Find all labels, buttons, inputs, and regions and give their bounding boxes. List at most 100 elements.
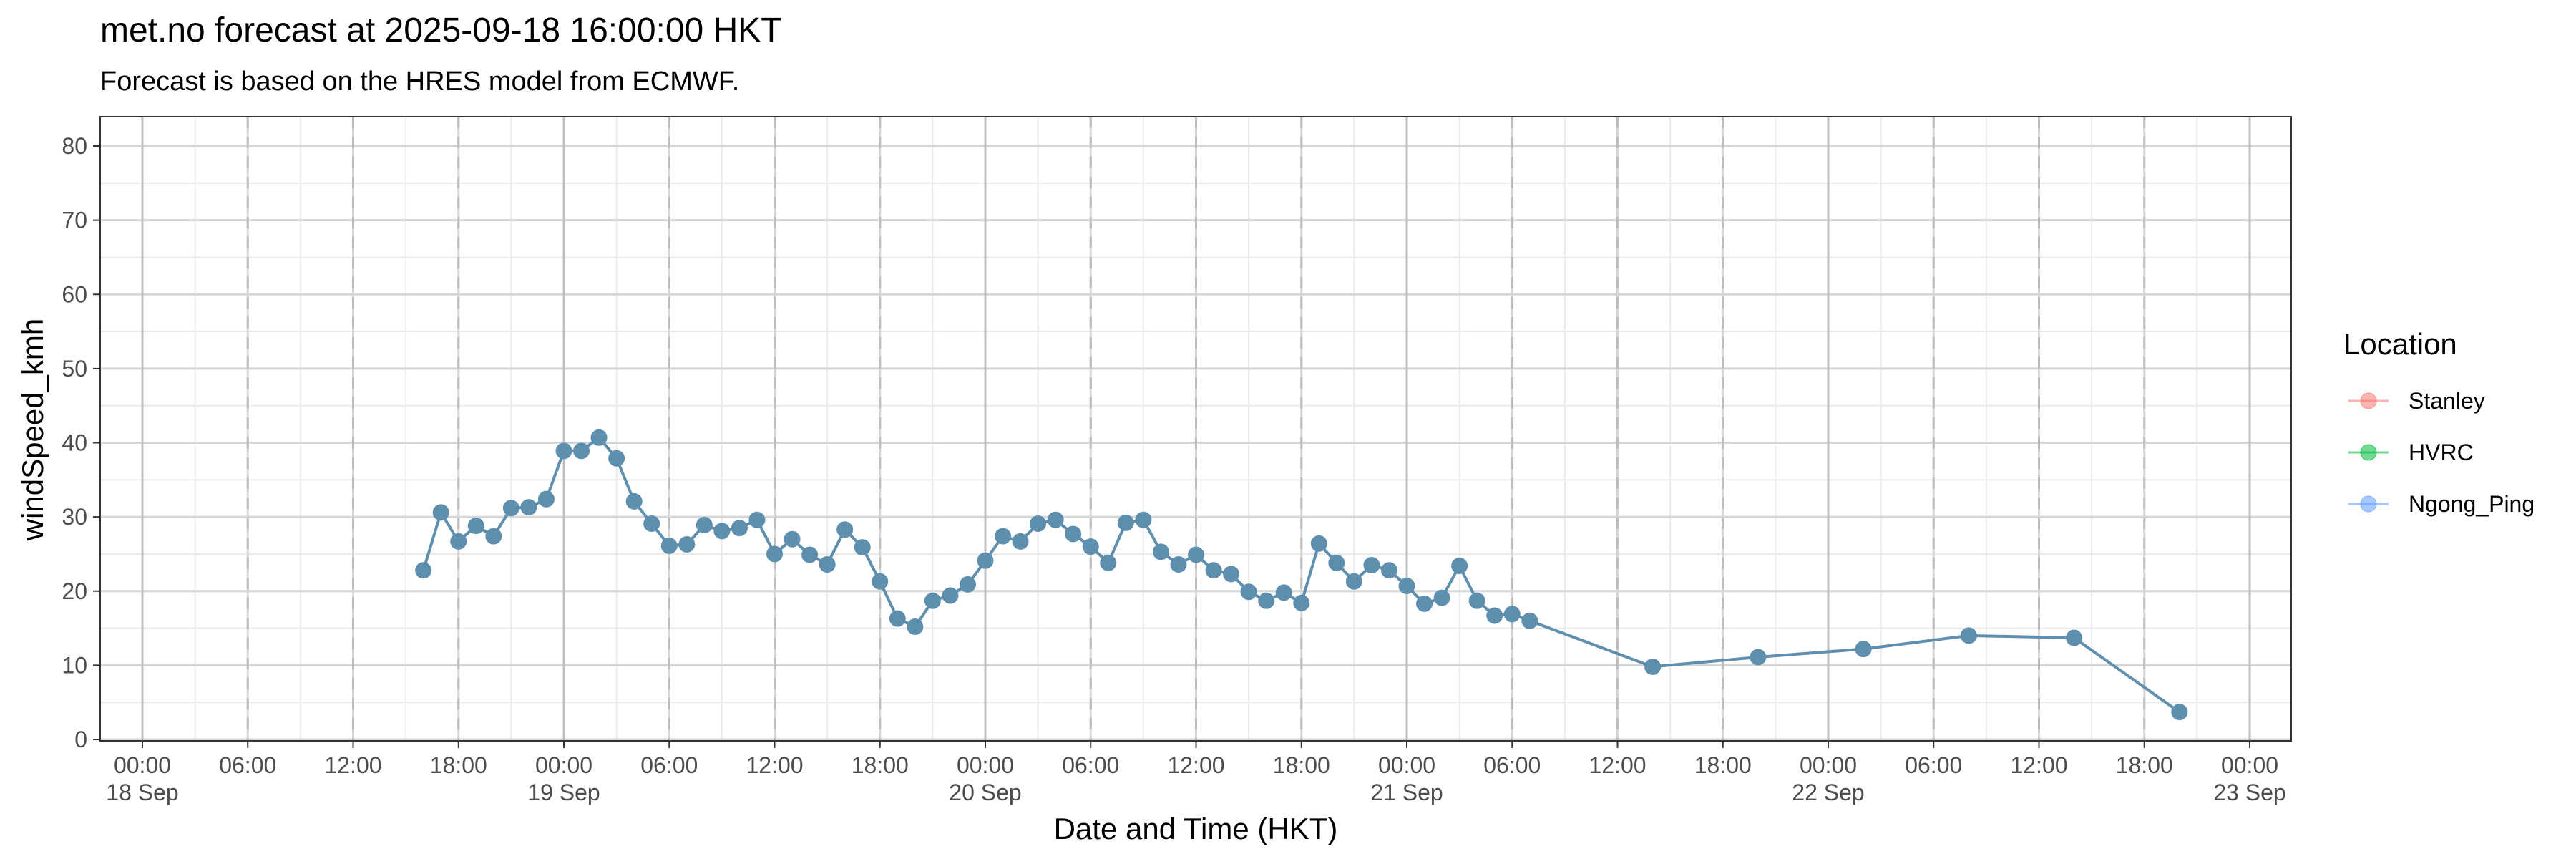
data-point bbox=[748, 511, 766, 528]
data-point bbox=[678, 535, 696, 553]
x-tick-label: 18:00 bbox=[1694, 752, 1752, 778]
data-point bbox=[1468, 592, 1485, 609]
data-point bbox=[2171, 704, 2188, 721]
legend-key-dot bbox=[2360, 444, 2377, 461]
data-point bbox=[907, 618, 924, 635]
data-point bbox=[450, 533, 467, 550]
data-point bbox=[1416, 595, 1433, 612]
x-axis-label: Date and Time (HKT) bbox=[1054, 812, 1338, 845]
x-tick-label: 12:00 bbox=[1589, 752, 1646, 778]
data-point bbox=[625, 492, 643, 510]
x-tick-label: 00:00 bbox=[1378, 752, 1435, 778]
data-point bbox=[1258, 592, 1275, 609]
y-tick-label: 50 bbox=[62, 356, 87, 382]
data-point bbox=[1082, 538, 1099, 555]
data-point bbox=[1223, 566, 1240, 583]
data-point bbox=[1100, 554, 1117, 571]
y-tick-label: 80 bbox=[62, 133, 87, 159]
data-point bbox=[1398, 577, 1415, 594]
legend-key-dot bbox=[2360, 495, 2377, 513]
legend-label: Stanley bbox=[2409, 388, 2485, 414]
data-point bbox=[590, 429, 608, 446]
data-point bbox=[1521, 612, 1538, 629]
data-point bbox=[608, 450, 625, 467]
data-point bbox=[766, 545, 783, 563]
x-tick-date-label: 20 Sep bbox=[949, 780, 1021, 805]
legend: Location Stanley HVRC Ngong_Ping bbox=[2343, 327, 2534, 517]
data-point bbox=[854, 539, 871, 556]
data-point bbox=[1960, 627, 1977, 644]
x-tick-label: 06:00 bbox=[1483, 752, 1541, 778]
data-point bbox=[2066, 629, 2083, 646]
data-point bbox=[1170, 555, 1187, 573]
data-point bbox=[942, 587, 959, 604]
chart-title: met.no forecast at 2025-09-18 16:00:00 H… bbox=[100, 11, 782, 49]
x-tick-date-label: 18 Sep bbox=[106, 780, 178, 805]
x-tick-label: 18:00 bbox=[1273, 752, 1330, 778]
data-point bbox=[977, 552, 994, 569]
y-tick-label: 70 bbox=[62, 208, 87, 233]
legend-key-dot bbox=[2360, 392, 2377, 409]
x-tick-label: 12:00 bbox=[324, 752, 381, 778]
six-hour-dashed-lines bbox=[141, 117, 2251, 741]
data-point bbox=[1188, 546, 1204, 563]
x-tick-label: 06:00 bbox=[1062, 752, 1119, 778]
data-point bbox=[1065, 525, 1082, 543]
x-tick-label: 18:00 bbox=[2116, 752, 2173, 778]
x-tick-label: 12:00 bbox=[746, 752, 803, 778]
x-tick-label: 00:00 bbox=[114, 752, 171, 778]
y-axis-label: windSpeed_kmh bbox=[16, 319, 49, 542]
legend-label: HVRC bbox=[2409, 440, 2474, 465]
data-point bbox=[1328, 554, 1345, 571]
data-point bbox=[1047, 511, 1064, 528]
data-point bbox=[1486, 607, 1503, 624]
data-point bbox=[1451, 558, 1468, 575]
data-point bbox=[1310, 535, 1327, 552]
y-tick-label: 20 bbox=[62, 578, 87, 604]
data-point bbox=[520, 499, 537, 516]
x-tick-label: 00:00 bbox=[1800, 752, 1857, 778]
y-tick-label: 0 bbox=[74, 727, 87, 752]
x-tick-label: 12:00 bbox=[2010, 752, 2067, 778]
data-point bbox=[1345, 573, 1362, 590]
series-layer bbox=[415, 429, 2188, 721]
data-point bbox=[784, 530, 801, 548]
x-tick-date-label: 21 Sep bbox=[1370, 780, 1443, 805]
x-tick-label: 18:00 bbox=[430, 752, 487, 778]
legend-title: Location bbox=[2343, 327, 2457, 361]
y-tick-label: 60 bbox=[62, 281, 87, 307]
data-point bbox=[1855, 641, 1872, 658]
data-point bbox=[415, 562, 432, 579]
y-tick-label: 40 bbox=[62, 430, 87, 456]
data-point bbox=[924, 592, 941, 609]
x-tick-label: 12:00 bbox=[1167, 752, 1224, 778]
data-point bbox=[485, 528, 502, 545]
data-point bbox=[1152, 543, 1169, 560]
x-tick-label: 06:00 bbox=[1905, 752, 1962, 778]
data-point bbox=[1240, 583, 1257, 601]
data-point bbox=[1644, 658, 1662, 675]
x-tick-label: 06:00 bbox=[219, 752, 276, 778]
series-line-ngong_ping bbox=[421, 436, 2180, 714]
data-point bbox=[573, 442, 590, 460]
x-tick-label: 00:00 bbox=[957, 752, 1014, 778]
data-point bbox=[1012, 533, 1029, 550]
x-tick-date-label: 19 Sep bbox=[527, 780, 600, 805]
data-point bbox=[1750, 649, 1767, 666]
data-point bbox=[959, 576, 976, 593]
x-tick-date-label: 22 Sep bbox=[1792, 780, 1864, 805]
data-point bbox=[1363, 556, 1380, 573]
data-point bbox=[537, 490, 555, 508]
data-point bbox=[995, 528, 1012, 545]
data-point bbox=[1433, 589, 1450, 606]
data-point bbox=[731, 520, 748, 537]
data-point bbox=[836, 521, 854, 538]
x-tick-label: 00:00 bbox=[535, 752, 592, 778]
data-point bbox=[1135, 511, 1152, 528]
data-point bbox=[432, 504, 449, 521]
legend-label: Ngong_Ping bbox=[2409, 491, 2534, 517]
x-tick-label: 06:00 bbox=[640, 752, 698, 778]
data-point bbox=[1275, 584, 1292, 601]
